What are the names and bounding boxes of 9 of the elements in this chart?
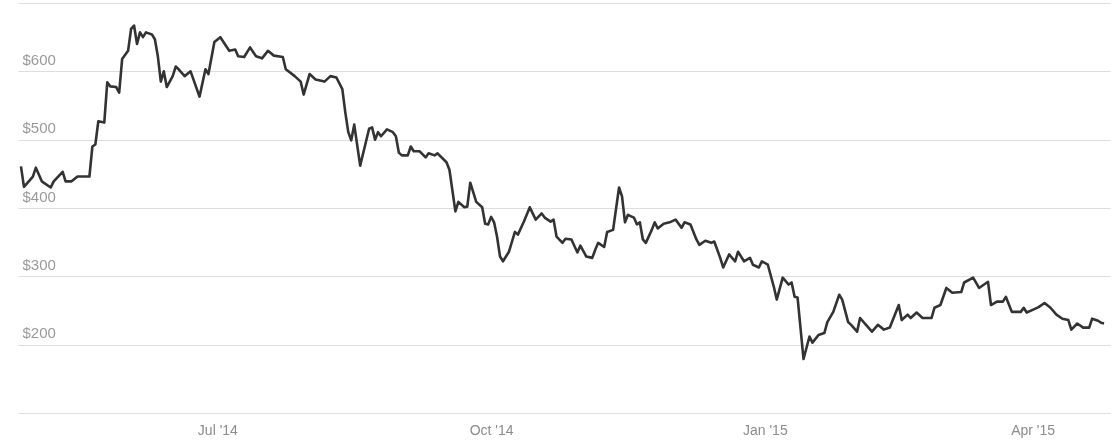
y-tick-label: $200 bbox=[22, 324, 56, 342]
y-tick-label: $300 bbox=[22, 255, 56, 273]
x-tick-label: Oct '14 bbox=[469, 421, 514, 438]
y-tick-label: $500 bbox=[22, 119, 56, 137]
x-tick-label: Jan '15 bbox=[742, 421, 788, 438]
x-tick-label: Jul '14 bbox=[197, 421, 239, 438]
x-tick-label: Apr '15 bbox=[1011, 421, 1056, 438]
y-tick-label: $400 bbox=[22, 187, 56, 205]
y-tick-label: $600 bbox=[22, 50, 56, 68]
